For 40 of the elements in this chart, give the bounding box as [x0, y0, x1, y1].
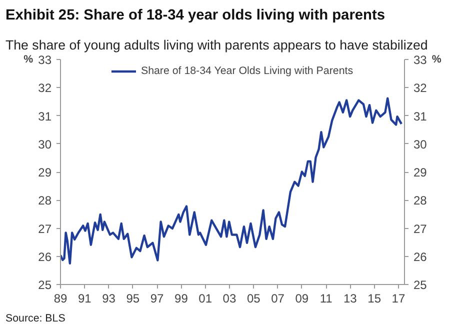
y2-tick-label: 30	[414, 137, 428, 152]
x-tick-label: 91	[78, 292, 92, 306]
y-axis-title: %	[24, 54, 34, 66]
x-tick-label: 01	[198, 292, 212, 306]
y2-tick-label: 26	[414, 250, 428, 264]
x-tick-label: 89	[54, 292, 68, 306]
chart-title: Exhibit 25: Share of 18-34 year olds living with parents	[6, 8, 386, 24]
y-tick-label: 25	[38, 278, 52, 292]
x-tick-label: 97	[150, 292, 164, 306]
y-tick-label: 33	[38, 53, 52, 67]
source-note: Source: BLS	[6, 312, 66, 324]
x-tick-label: 99	[174, 292, 188, 306]
x-tick-label: 09	[295, 292, 309, 306]
y2-tick-label: 29	[414, 166, 428, 180]
legend-label: Share of 18-34 Year Olds Living with Parents	[140, 65, 354, 77]
x-tick-label: 15	[368, 292, 382, 306]
y-tick-label: 29	[38, 166, 52, 180]
x-tick-label: 93	[102, 292, 116, 306]
y-tick-label: 28	[38, 194, 52, 208]
y2-tick-label: 31	[414, 109, 428, 124]
y2-tick-label: 28	[414, 194, 428, 208]
chart-subtitle: The share of young adults living with parents appears to have stabilized	[6, 38, 428, 52]
x-tick-label: 17	[392, 292, 406, 306]
y2-axis-title: %	[432, 54, 442, 66]
y-tick-label: 31	[38, 109, 52, 124]
x-tick-label: 95	[126, 292, 140, 306]
x-tick-label: 07	[271, 292, 285, 306]
x-tick-label: 05	[246, 292, 261, 306]
x-tick-label: 03	[222, 292, 236, 306]
y2-tick-label: 27	[414, 222, 428, 236]
x-tick-label: 13	[344, 292, 358, 306]
y-tick-label: 27	[38, 222, 52, 236]
y2-tick-label: 32	[414, 81, 428, 96]
line-series	[60, 97, 403, 265]
y-tick-label: 32	[38, 81, 52, 96]
y2-tick-label: 25	[414, 278, 428, 292]
y-tick-label: 26	[38, 250, 52, 264]
y2-tick-label: 33	[414, 53, 428, 67]
x-tick-label: 11	[320, 292, 333, 306]
y-tick-label: 30	[38, 137, 52, 152]
